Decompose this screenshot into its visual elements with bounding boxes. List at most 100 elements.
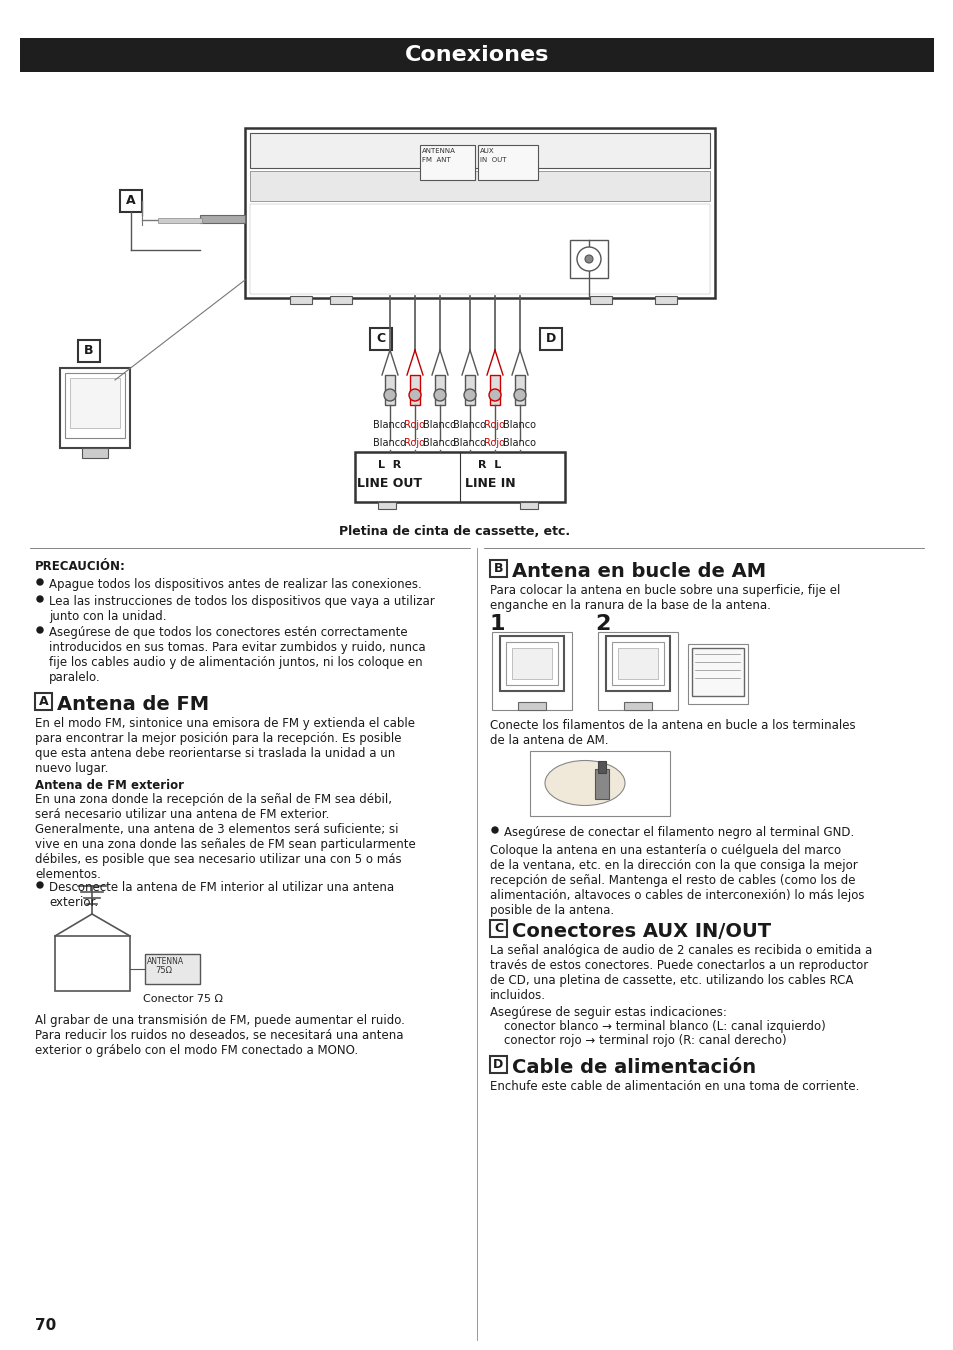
Bar <box>519 502 537 509</box>
Text: Asegúrese de que todos los conectores estén correctamente
introducidos en sus to: Asegúrese de que todos los conectores es… <box>49 626 425 684</box>
Bar <box>250 171 709 201</box>
Bar <box>355 452 564 502</box>
Bar <box>517 702 545 710</box>
Text: 2: 2 <box>595 614 610 634</box>
Circle shape <box>409 389 420 401</box>
Text: 75Ω: 75Ω <box>154 967 172 975</box>
Text: Blanco: Blanco <box>374 437 406 448</box>
Bar <box>120 190 142 212</box>
Bar <box>598 632 678 710</box>
Bar <box>687 644 747 703</box>
Bar <box>595 769 608 799</box>
Bar <box>655 296 677 304</box>
Text: Rojo: Rojo <box>484 420 505 431</box>
Text: La señal analógica de audio de 2 canales es recibida o emitida a
través de estos: La señal analógica de audio de 2 canales… <box>490 944 871 1002</box>
Text: PRECAUCIÓN:: PRECAUCIÓN: <box>35 560 126 572</box>
Bar <box>435 375 444 405</box>
Bar <box>290 296 312 304</box>
Bar <box>618 648 658 679</box>
Bar <box>623 702 651 710</box>
Text: Blanco: Blanco <box>503 437 536 448</box>
Bar <box>490 919 506 937</box>
Bar <box>65 373 125 437</box>
Text: ANTENNA: ANTENNA <box>147 957 184 967</box>
Text: LINE OUT: LINE OUT <box>357 477 422 490</box>
Text: Antena de FM: Antena de FM <box>57 695 209 714</box>
Circle shape <box>37 579 43 585</box>
Text: Blanco: Blanco <box>423 437 456 448</box>
Bar <box>691 648 743 697</box>
Bar <box>70 378 120 428</box>
Bar <box>330 296 352 304</box>
Text: conector rojo → terminal rojo (R: canal derecho): conector rojo → terminal rojo (R: canal … <box>503 1034 786 1048</box>
Text: Antena de FM exterior: Antena de FM exterior <box>35 779 184 792</box>
Bar <box>598 761 605 774</box>
Text: R  L: R L <box>477 460 501 470</box>
Text: Asegúrese de conectar el filamento negro al terminal GND.: Asegúrese de conectar el filamento negro… <box>503 826 853 838</box>
Text: Al grabar de una transmisión de FM, puede aumentar el ruido.
Para reducir los ru: Al grabar de una transmisión de FM, pued… <box>35 1014 404 1057</box>
Text: Coloque la antena en una estantería o cuélguela del marco
de la ventana, etc. en: Coloque la antena en una estantería o cu… <box>490 844 863 917</box>
Bar <box>569 240 607 278</box>
Text: Conector 75 Ω: Conector 75 Ω <box>143 994 223 1004</box>
Text: B: B <box>84 344 93 358</box>
Circle shape <box>577 247 600 271</box>
Bar <box>419 144 475 180</box>
Circle shape <box>463 389 476 401</box>
Text: Conecte los filamentos de la antena en bucle a los terminales
de la antena de AM: Conecte los filamentos de la antena en b… <box>490 720 855 747</box>
Text: Enchufe este cable de alimentación en una toma de corriente.: Enchufe este cable de alimentación en un… <box>490 1080 859 1094</box>
Bar <box>505 643 558 684</box>
Bar <box>477 144 537 180</box>
Text: 1: 1 <box>490 614 505 634</box>
Circle shape <box>384 389 395 401</box>
Bar <box>60 369 130 448</box>
Text: Blanco: Blanco <box>453 437 486 448</box>
Bar <box>200 215 245 223</box>
Text: Rojo: Rojo <box>404 437 425 448</box>
Text: Blanco: Blanco <box>423 420 456 431</box>
Text: Generalmente, una antena de 3 elementos será suficiente; si
vive en una zona don: Generalmente, una antena de 3 elementos … <box>35 824 416 882</box>
Circle shape <box>489 389 500 401</box>
Text: ANTENNA: ANTENNA <box>421 148 456 154</box>
Circle shape <box>434 389 446 401</box>
Bar <box>530 751 669 815</box>
Text: Rojo: Rojo <box>484 437 505 448</box>
Bar <box>490 375 499 405</box>
Text: Lea las instrucciones de todos los dispositivos que vaya a utilizar
junto con la: Lea las instrucciones de todos los dispo… <box>49 595 435 622</box>
Bar <box>612 643 663 684</box>
Bar <box>35 693 52 710</box>
Text: LINE IN: LINE IN <box>464 477 515 490</box>
Bar <box>499 636 563 691</box>
Bar <box>20 38 933 72</box>
Bar <box>490 1056 506 1073</box>
Bar <box>410 375 419 405</box>
Bar <box>145 954 200 984</box>
Bar <box>605 636 669 691</box>
Text: Antena en bucle de AM: Antena en bucle de AM <box>512 562 765 580</box>
Text: Blanco: Blanco <box>503 420 536 431</box>
Text: En el modo FM, sintonice una emisora de FM y extienda el cable
para encontrar la: En el modo FM, sintonice una emisora de … <box>35 717 415 775</box>
Circle shape <box>37 626 43 633</box>
Bar <box>512 648 552 679</box>
Text: AUX: AUX <box>479 148 494 154</box>
Text: En una zona donde la recepción de la señal de FM sea débil,
será necesario utili: En una zona donde la recepción de la señ… <box>35 792 392 821</box>
Text: Conexiones: Conexiones <box>404 45 549 65</box>
Bar <box>78 340 100 362</box>
Text: Desconecte la antena de FM interior al utilizar una antena
exterior.: Desconecte la antena de FM interior al u… <box>49 882 394 909</box>
Text: IN  OUT: IN OUT <box>479 157 506 163</box>
Text: A: A <box>39 695 49 707</box>
Text: Rojo: Rojo <box>404 420 425 431</box>
Bar <box>385 375 395 405</box>
Circle shape <box>37 882 43 888</box>
Bar <box>250 134 709 167</box>
Text: Blanco: Blanco <box>374 420 406 431</box>
Bar <box>492 632 572 710</box>
Bar <box>377 502 395 509</box>
Circle shape <box>514 389 525 401</box>
Bar <box>490 560 506 576</box>
Text: Apague todos los dispositivos antes de realizar las conexiones.: Apague todos los dispositivos antes de r… <box>49 578 421 591</box>
Text: conector blanco → terminal blanco (L: canal izquierdo): conector blanco → terminal blanco (L: ca… <box>503 1021 825 1033</box>
Bar <box>250 204 709 294</box>
Text: Conectores AUX IN/OUT: Conectores AUX IN/OUT <box>512 922 770 941</box>
Bar <box>82 448 108 458</box>
Text: C: C <box>376 332 385 346</box>
